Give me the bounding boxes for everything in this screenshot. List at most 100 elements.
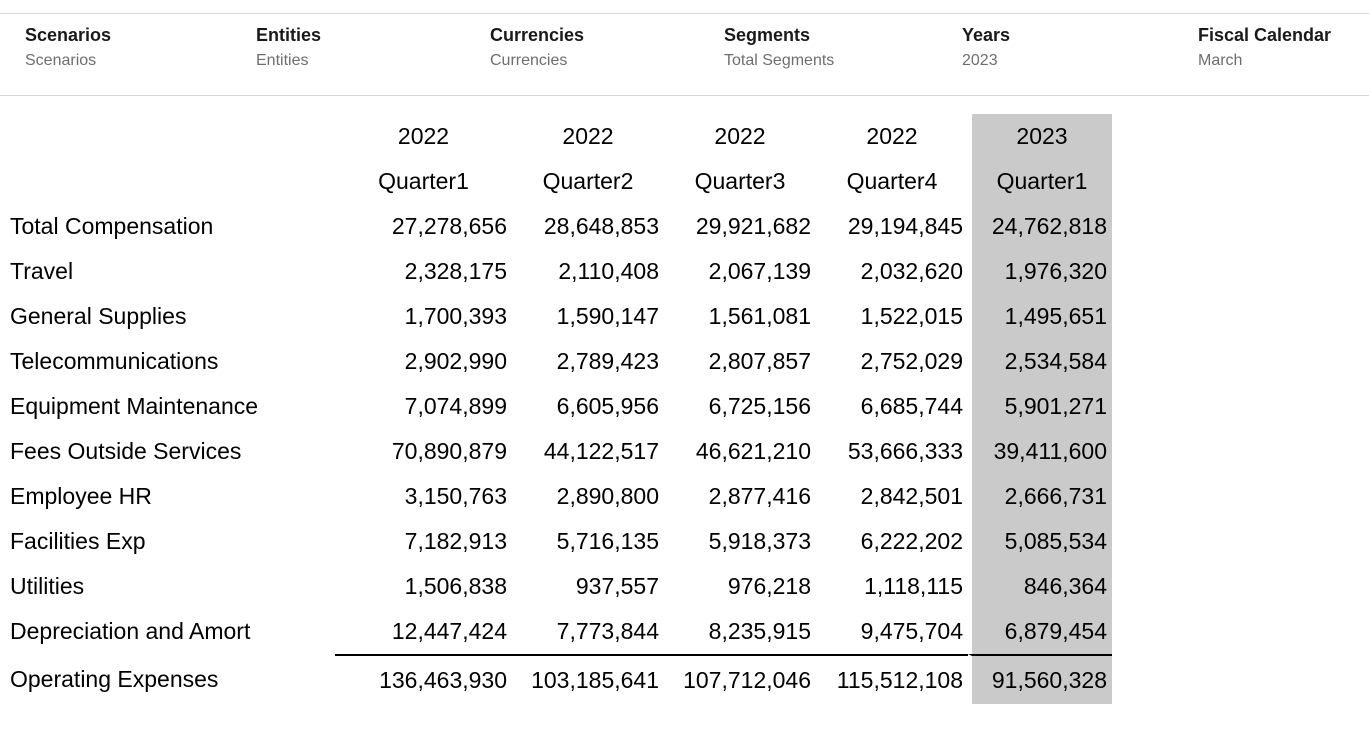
grid-cell[interactable]: 2,752,029	[860, 348, 963, 374]
column-header-year[interactable]: 2022	[397, 123, 450, 149]
grid-cell[interactable]: 53,666,333	[847, 438, 963, 464]
pov-member-selector-entities[interactable]: Entities	[256, 52, 309, 69]
row-header[interactable]: Travel	[10, 258, 74, 284]
grid-cell[interactable]: 39,411,600	[968, 429, 1112, 474]
column-header-year[interactable]: 2022	[714, 123, 766, 149]
grid-cell[interactable]: 6,222,202	[860, 528, 963, 554]
grid-cell[interactable]: 9,475,704	[860, 618, 963, 644]
column-header-quarter[interactable]: Quarter1	[378, 168, 469, 194]
grid-cell[interactable]: 103,185,641	[512, 654, 664, 704]
column-header-quarter[interactable]: Quarter3	[694, 168, 786, 194]
pov-item-scenarios: Scenarios Scenarios	[25, 24, 256, 71]
grid-cell[interactable]: 12,447,424	[391, 618, 507, 644]
grid-cell[interactable]: 8,235,915	[708, 618, 811, 644]
grid-cell[interactable]: 7,074,899	[404, 393, 507, 419]
row-header[interactable]: Operating Expenses	[10, 665, 219, 692]
pov-member-selector-years[interactable]: 2023	[962, 52, 998, 69]
grid-cell[interactable]: 2,902,990	[404, 348, 507, 374]
table-row: Telecommunications 2,902,990 2,789,423 2,80…	[0, 339, 1112, 384]
pov-bar: Scenarios Scenarios Entities Entities Curren…	[0, 13, 1369, 96]
grid-cell[interactable]: 2,067,139	[708, 258, 811, 284]
grid-cell[interactable]: 2,666,731	[968, 474, 1112, 519]
grid-cell[interactable]: 2,789,423	[556, 348, 659, 374]
grid-cell[interactable]: 6,879,454	[968, 609, 1112, 654]
grid-cell[interactable]: 937,557	[575, 573, 659, 599]
table-row: Depreciation and Amort 12,447,424 7,773,84…	[0, 609, 1112, 654]
grid-cell[interactable]: 46,621,210	[695, 438, 811, 464]
column-header-year[interactable]: 2022	[562, 123, 614, 149]
grid-cell[interactable]: 5,085,534	[968, 519, 1112, 564]
header-corner-cell	[0, 114, 335, 159]
grid-cell[interactable]: 2,807,857	[708, 348, 811, 374]
pov-dimension-label-segments: Segments	[724, 25, 811, 45]
grid-cell[interactable]: 136,463,930	[335, 654, 512, 704]
grid-cell[interactable]: 1,495,651	[968, 294, 1112, 339]
row-header[interactable]: Total Compensation	[10, 213, 214, 239]
grid-cell[interactable]: 7,773,844	[556, 618, 659, 644]
grid-cell[interactable]: 2,534,584	[968, 339, 1112, 384]
row-header[interactable]: Utilities	[10, 573, 85, 599]
table-row: Equipment Maintenance 7,074,899 6,605,956 6…	[0, 384, 1112, 429]
grid-cell[interactable]: 846,364	[968, 564, 1112, 609]
grid-cell[interactable]: 2,877,416	[708, 483, 811, 509]
column-header-quarter[interactable]: Quarter2	[542, 168, 634, 194]
grid-cell[interactable]: 107,712,046	[664, 654, 816, 704]
grid-cell[interactable]: 24,762,818	[968, 204, 1112, 249]
grid-cell[interactable]: 29,921,682	[695, 213, 811, 239]
column-header-year[interactable]: 2023	[968, 114, 1112, 159]
row-header[interactable]: Facilities Exp	[10, 528, 146, 554]
grid-cell[interactable]: 29,194,845	[847, 213, 963, 239]
table-row-total: Operating Expenses 136,463,930 103,185,641…	[0, 654, 1112, 704]
column-header-quarter[interactable]: Quarter4	[846, 168, 938, 194]
grid-cell[interactable]: 976,218	[727, 573, 811, 599]
row-header[interactable]: Equipment Maintenance	[10, 393, 259, 419]
column-header-year[interactable]: 2022	[866, 123, 918, 149]
grid-cell[interactable]: 1,506,838	[404, 573, 507, 599]
grid-cell[interactable]: 2,328,175	[404, 258, 507, 284]
pov-item-fiscal-calendar: Fiscal Calendar March	[1198, 24, 1369, 71]
grid-cell[interactable]: 91,560,328	[968, 654, 1112, 704]
pov-member-selector-fiscal-calendar[interactable]: March	[1198, 52, 1243, 69]
grid-cell[interactable]: 7,182,913	[404, 528, 507, 554]
column-header-quarter[interactable]: Quarter1	[968, 159, 1112, 204]
table-row: General Supplies 1,700,393 1,590,147 1,561,…	[0, 294, 1112, 339]
grid-cell[interactable]: 1,590,147	[556, 303, 659, 329]
grid-cell[interactable]: 3,150,763	[404, 483, 507, 509]
table-row: Employee HR 3,150,763 2,890,800 2,877,416 2,…	[0, 474, 1112, 519]
grid-cell[interactable]: 115,512,108	[816, 654, 968, 704]
grid-cell[interactable]: 2,842,501	[860, 483, 963, 509]
grid-cell[interactable]: 28,648,853	[543, 213, 659, 239]
row-header[interactable]: Depreciation and Amort	[10, 618, 251, 644]
row-header[interactable]: Employee HR	[10, 483, 152, 509]
pov-item-currencies: Currencies Currencies	[490, 24, 724, 71]
pov-dimension-label-years: Years	[962, 25, 1011, 45]
grid-cell[interactable]: 1,700,393	[404, 303, 507, 329]
row-header[interactable]: General Supplies	[10, 303, 187, 329]
grid-cell[interactable]: 6,725,156	[708, 393, 811, 419]
pov-member-selector-scenarios[interactable]: Scenarios	[25, 52, 97, 69]
grid-cell[interactable]: 2,110,408	[558, 258, 659, 284]
grid-cell[interactable]: 5,918,373	[708, 528, 811, 554]
grid-body: Total Compensation 27,278,656 28,648,853 29…	[0, 204, 1112, 704]
grid-cell[interactable]: 1,118,115	[864, 573, 963, 599]
table-row: Total Compensation 27,278,656 28,648,853 29…	[0, 204, 1112, 249]
grid-cell[interactable]: 1,522,015	[860, 303, 963, 329]
grid-cell[interactable]: 44,122,517	[543, 438, 659, 464]
grid-cell[interactable]: 2,032,620	[860, 258, 963, 284]
grid-cell[interactable]: 1,561,081	[708, 303, 811, 329]
grid-cell[interactable]: 1,976,320	[968, 249, 1112, 294]
row-header[interactable]: Telecommunications	[10, 348, 219, 374]
grid-cell[interactable]: 5,716,135	[556, 528, 659, 554]
grid-cell[interactable]: 5,901,271	[968, 384, 1112, 429]
grid-cell[interactable]: 2,890,800	[556, 483, 659, 509]
grid-cell[interactable]: 6,605,956	[556, 393, 659, 419]
pov-item-segments: Segments Total Segments	[724, 24, 962, 71]
pov-member-selector-segments[interactable]: Total Segments	[724, 52, 835, 69]
data-grid: 2022 2022 2022 2022 2023 Quarter1 Quarter2 Quar…	[0, 114, 1112, 704]
grid-cell[interactable]: 6,685,744	[860, 393, 963, 419]
grid-cell[interactable]: 70,890,879	[391, 438, 507, 464]
grid-cell[interactable]: 27,278,656	[391, 213, 507, 239]
pov-member-selector-currencies[interactable]: Currencies	[490, 52, 568, 69]
row-header[interactable]: Fees Outside Services	[10, 438, 242, 464]
table-row: Fees Outside Services 70,890,879 44,122,51…	[0, 429, 1112, 474]
